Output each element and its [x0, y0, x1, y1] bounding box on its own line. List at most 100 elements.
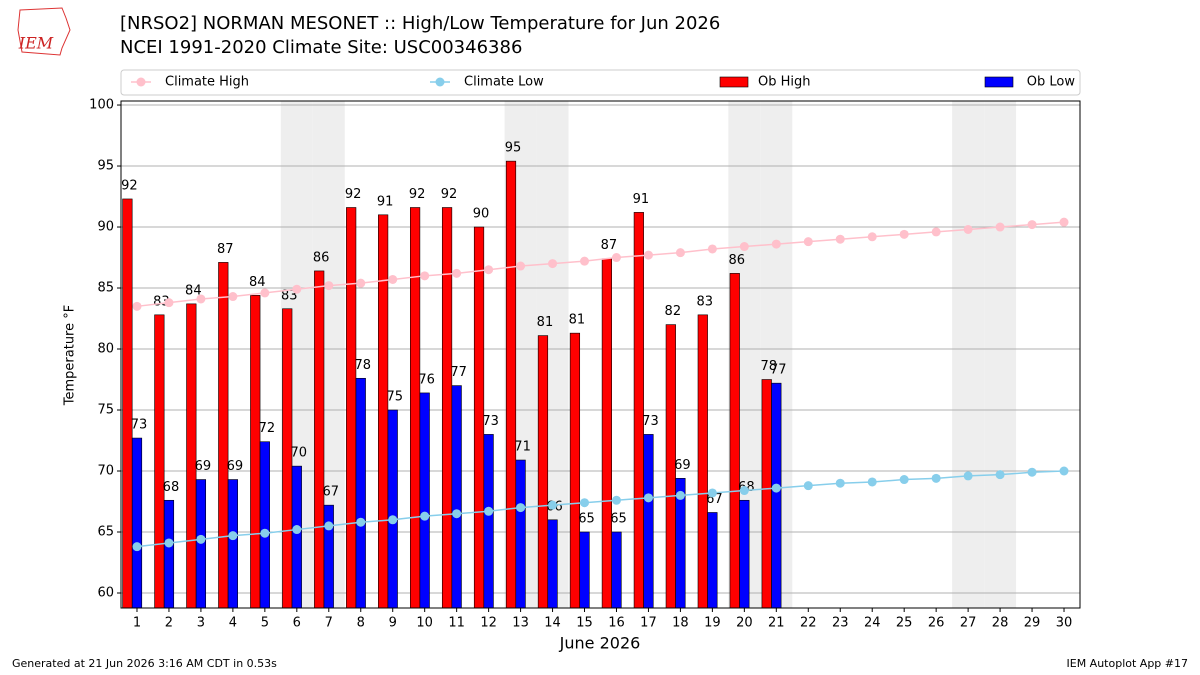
- value-label: 82: [665, 304, 682, 319]
- y-tick-label: 80: [97, 342, 114, 357]
- point: [196, 534, 206, 544]
- plot-frame: [120, 100, 1081, 609]
- x-tick-label: 5: [261, 616, 269, 631]
- x-tick-label: 29: [1024, 616, 1041, 631]
- value-label: 92: [121, 178, 138, 193]
- y-axis-label: Temperature °F: [63, 305, 78, 406]
- bar: [601, 258, 612, 609]
- bar: [163, 499, 175, 609]
- x-tick-label: 14: [544, 616, 561, 631]
- legend-swatch: [984, 76, 1014, 88]
- x-tick-label: 24: [864, 616, 881, 631]
- point: [228, 292, 238, 302]
- bar: [355, 377, 366, 609]
- point: [196, 294, 206, 304]
- x-tick-label: 20: [736, 616, 753, 631]
- value-label: 75: [386, 390, 403, 405]
- point: [580, 256, 590, 266]
- x-tick-label: 27: [960, 616, 977, 631]
- point: [292, 525, 302, 535]
- x-tick-label: 12: [480, 616, 497, 631]
- value-label: 86: [313, 250, 330, 265]
- footer-right: IEM Autoplot App #17: [1067, 657, 1189, 670]
- point: [420, 271, 430, 281]
- point: [484, 265, 494, 275]
- value-label: 78: [354, 358, 371, 373]
- legend-label: Climate Low: [464, 75, 544, 90]
- point: [452, 509, 462, 519]
- point: [356, 517, 366, 527]
- bar: [218, 262, 229, 609]
- point: [739, 242, 749, 252]
- x-tick-label: 19: [704, 616, 721, 631]
- x-axis-label: June 2026: [559, 634, 641, 653]
- point: [611, 253, 621, 263]
- point: [963, 224, 973, 234]
- value-label: 81: [569, 313, 586, 328]
- x-tick-label: 6: [293, 616, 301, 631]
- x-tick-label: 22: [800, 616, 817, 631]
- bar: [707, 512, 718, 609]
- bar: [697, 314, 708, 609]
- point: [1027, 467, 1037, 477]
- x-tick-label: 16: [608, 616, 625, 631]
- bar: [259, 441, 270, 609]
- y-tick-label: 100: [89, 98, 114, 113]
- value-label: 92: [409, 187, 426, 202]
- point: [388, 515, 398, 525]
- point: [675, 490, 685, 500]
- x-tick-label: 17: [640, 616, 657, 631]
- point: [835, 234, 845, 244]
- point: [867, 477, 877, 487]
- x-tick-label: 28: [992, 616, 1009, 631]
- bar: [505, 160, 517, 609]
- point: [675, 248, 685, 258]
- value-label: 65: [610, 511, 627, 526]
- point: [643, 250, 653, 260]
- value-label: 86: [728, 253, 745, 268]
- point: [931, 473, 941, 483]
- bar: [419, 392, 430, 609]
- point: [835, 478, 845, 488]
- point: [580, 498, 590, 508]
- x-tick-label: 30: [1056, 616, 1073, 631]
- y-tick-label: 95: [97, 159, 114, 174]
- bar: [739, 499, 750, 609]
- point: [995, 222, 1005, 232]
- point: [324, 281, 334, 291]
- x-tick-label: 8: [357, 616, 365, 631]
- point: [1027, 220, 1037, 230]
- point: [707, 244, 717, 254]
- value-label: 73: [131, 418, 148, 433]
- bar: [186, 303, 197, 609]
- bar: [643, 434, 654, 609]
- y-tick-label: 85: [97, 281, 114, 296]
- point: [995, 470, 1005, 480]
- point: [548, 259, 558, 269]
- point: [132, 301, 142, 311]
- point: [803, 237, 813, 247]
- value-label: 87: [601, 238, 618, 253]
- bar: [451, 385, 462, 609]
- value-label: 67: [323, 485, 340, 500]
- y-tick-label: 60: [97, 585, 114, 600]
- bar: [547, 519, 558, 609]
- line: [136, 470, 1065, 548]
- value-label: 70: [291, 446, 308, 461]
- weekend-shade: [952, 101, 985, 608]
- point: [260, 288, 270, 298]
- value-label: 72: [259, 421, 276, 436]
- point: [899, 229, 909, 239]
- bar: [771, 382, 782, 609]
- point: [1059, 466, 1069, 476]
- line: [136, 221, 1065, 308]
- footer-left: Generated at 21 Jun 2026 3:16 AM CDT in …: [12, 657, 277, 670]
- weekend-shade: [984, 101, 1017, 608]
- value-label: 87: [217, 242, 234, 257]
- x-tick-label: 1: [133, 616, 141, 631]
- bar: [378, 214, 389, 609]
- bar: [441, 207, 453, 609]
- point: [132, 542, 142, 552]
- value-label: 76: [418, 372, 435, 387]
- bar: [131, 437, 143, 609]
